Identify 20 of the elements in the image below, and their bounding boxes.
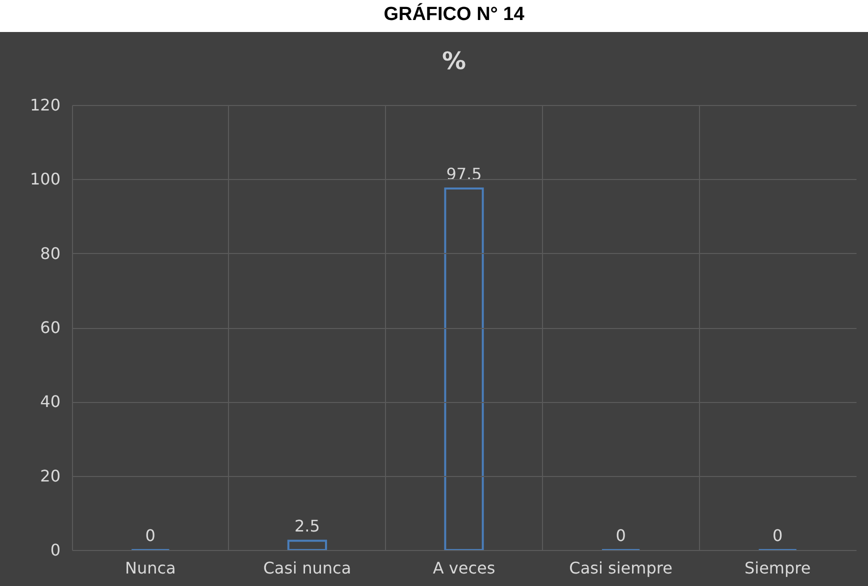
y-tick-label: 20 (40, 466, 60, 486)
x-tick-label: Siempre (744, 558, 811, 578)
y-tick-label: 0 (50, 540, 60, 560)
y-tick-label: 40 (40, 392, 60, 412)
y-tick-label: 120 (30, 96, 60, 114)
x-tick-label: Nunca (124, 558, 176, 578)
data-label: 0 (772, 526, 783, 545)
x-tick-label: Casi siempre (569, 558, 672, 578)
x-tick-label: A veces (432, 558, 496, 578)
chart-title: GRÁFICO N° 14 (384, 3, 525, 25)
y-tick-label: 100 (30, 170, 60, 189)
data-label: 2.5 (294, 516, 320, 536)
chart-subtitle: % (442, 47, 466, 75)
y-tick-label: 60 (40, 318, 60, 337)
data-label: 0 (145, 526, 156, 545)
x-tick-label: Casi nunca (263, 558, 352, 578)
y-tick-label: 80 (40, 244, 60, 263)
bar (444, 187, 484, 551)
bar (287, 540, 328, 551)
data-label: 0 (616, 526, 626, 545)
